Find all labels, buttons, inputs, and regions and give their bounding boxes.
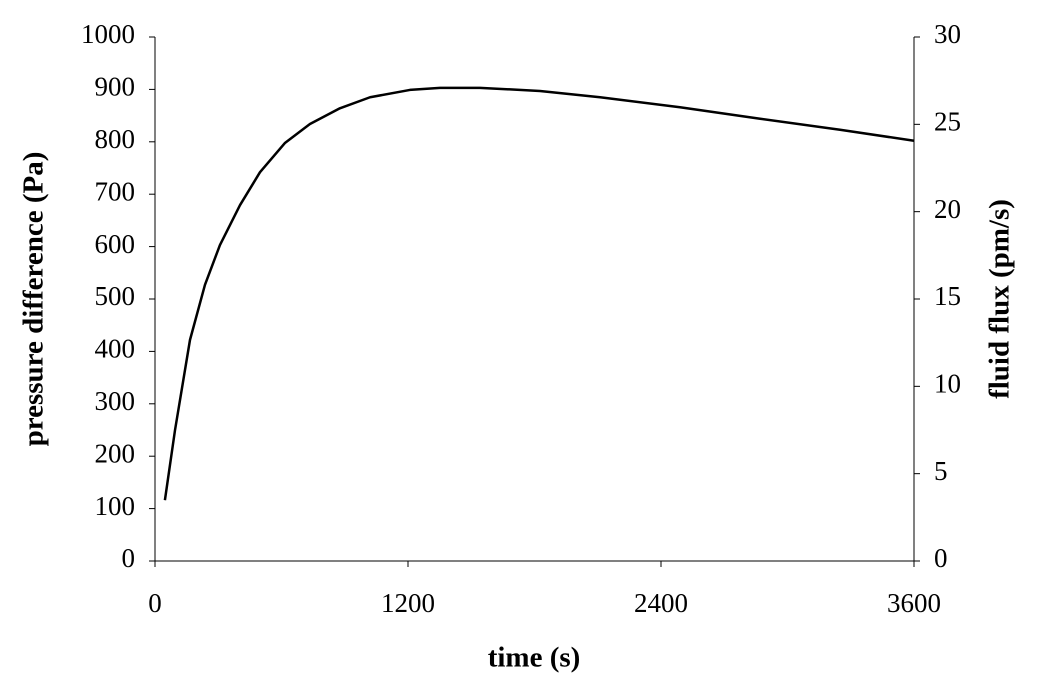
y-tick-label: 300 [95,386,136,416]
y-tick-label: 800 [95,124,136,154]
y-tick-label: 600 [95,229,136,259]
y2-tick-label: 30 [934,19,961,49]
line [163,86,915,501]
x-tick-label: 0 [148,588,162,618]
y-tick-label: 900 [95,72,136,102]
x-tick-label: 2400 [634,588,688,618]
y-axis-title: pressure difference (Pa) [18,152,50,447]
y-tick-label: 0 [122,543,136,573]
y2-tick-label: 20 [934,194,961,224]
y-tick-label: 500 [95,281,136,311]
y2-tick-label: 10 [934,369,961,399]
y2-tick-label: 15 [934,281,961,311]
x-tick-label: 1200 [381,588,435,618]
y2-tick-label: 0 [934,543,948,573]
x-tick-label: 3600 [887,588,941,618]
y-tick-label: 700 [95,176,136,206]
y-tick-label: 1000 [81,19,135,49]
y2-axis-title: fluid flux (pm/s) [984,199,1016,399]
y-tick-label: 400 [95,334,136,364]
x-axis-title: time (s) [488,642,581,674]
y2-tick-label: 5 [934,456,948,486]
y-tick-label: 100 [95,491,136,521]
y-tick-label: 200 [95,438,136,468]
y2-tick-label: 25 [934,107,961,137]
